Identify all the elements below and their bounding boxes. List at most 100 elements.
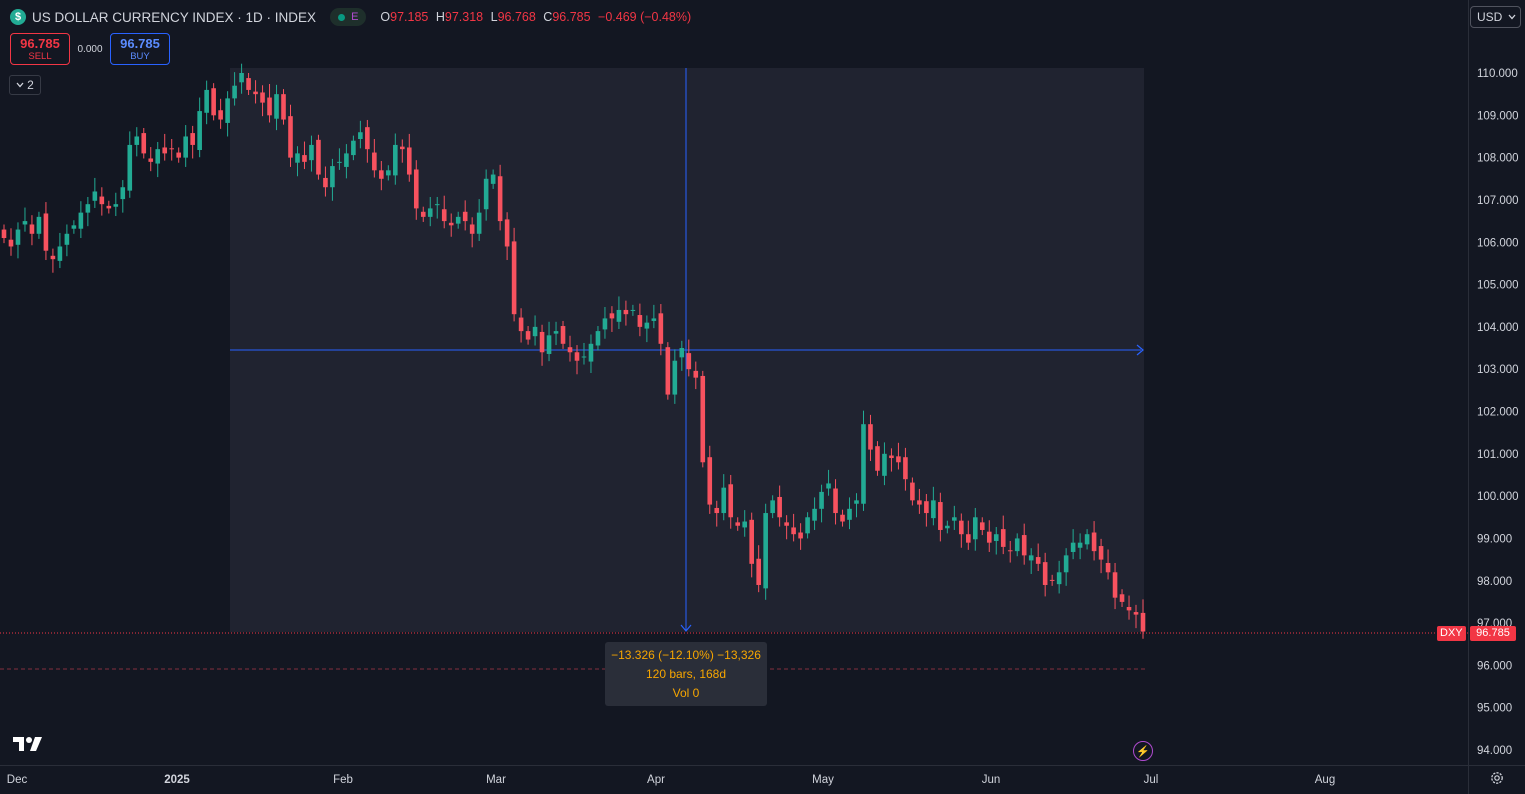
candle-body [386,170,391,176]
time-tick-label: 2025 [164,774,190,786]
candle-body [441,209,447,222]
time-tick-label: Feb [333,774,353,786]
candle-body [644,322,650,329]
price-tick-label: 108.000 [1477,153,1519,165]
price-axis[interactable]: 94.00095.00096.00097.00098.00099.000100.… [1468,0,1525,765]
symbol-title[interactable]: US DOLLAR CURRENCY INDEX · 1D · INDEX [32,9,317,25]
horizontal-measure-arrow [1136,344,1144,356]
sell-button[interactable]: 96.785 SELL [10,33,70,65]
candlestick-series [1,63,1146,639]
candle-body [246,78,251,90]
price-tick-label: 96.000 [1477,660,1512,672]
candle-body [1126,606,1132,611]
candle-body [1077,542,1083,548]
candle-body [295,153,300,163]
candle-body [770,500,775,514]
currency-selector[interactable]: USD [1470,6,1521,28]
candle-body [1098,546,1104,560]
time-axis[interactable]: Dec 2025 Feb Mar Apr May Jun Jul Aug [0,765,1468,794]
candle-body [560,326,566,344]
candle-body [959,520,964,535]
candle-body [469,224,475,234]
candle-body [1028,555,1034,561]
candle-body [476,212,482,234]
candle-body [602,318,608,330]
dollar-icon: $ [10,9,26,25]
time-tick-label: Mar [486,774,506,786]
candle-body [92,191,98,201]
candle-body [972,517,978,540]
candle-body [1140,612,1146,632]
price-tick-label: 95.000 [1477,703,1512,715]
change-value: −0.469 (−0.48%) [598,10,692,24]
candle-body [260,92,265,103]
candle-body [742,521,747,528]
price-tick-label: 103.000 [1477,364,1519,376]
candle-body [43,213,49,251]
candle-body [323,177,328,188]
tradingview-logo-icon[interactable] [12,735,46,753]
candle-body [218,110,223,120]
candle-body [798,532,803,539]
lightning-icon[interactable]: ⚡ [1133,741,1153,761]
candle-body [903,457,908,480]
chevron-down-icon [1508,14,1516,20]
candle-body [134,136,140,145]
candle-body [966,534,971,543]
candle-body [833,488,838,514]
candle-body [777,496,782,518]
candle-body [868,424,873,450]
close-key: C [543,10,553,24]
candle-body [1049,579,1055,581]
candle-body [351,140,356,156]
candle-body [1,229,7,239]
low-key: L [490,10,498,24]
candle-body [651,318,657,321]
candle-body [344,153,349,167]
time-tick-label: Jul [1144,774,1159,786]
price-chart[interactable] [0,0,1468,765]
candle-body [721,487,727,514]
gear-icon[interactable] [1490,771,1504,785]
candle-body [483,178,489,210]
candle-body [176,152,181,158]
candle-body [183,136,188,158]
candle-body [1035,557,1041,564]
price-tick-label: 94.000 [1477,745,1512,757]
candle-body [665,347,671,395]
time-tick-label: Aug [1315,774,1335,786]
candle-body [616,309,622,322]
candle-body [337,161,342,163]
buy-button[interactable]: 96.785 BUY [110,33,170,65]
candle-body [434,204,440,206]
candle-body [1084,534,1090,545]
indicators-collapse-button[interactable]: 2 [9,75,41,95]
candle-body [316,139,321,175]
candle-body [567,347,573,353]
candle-body [113,204,119,207]
candle-body [420,211,426,217]
measure-change: −13.326 (−12.10%) −13,326 [611,648,761,662]
candle-body [281,94,286,120]
market-status-pill[interactable]: E [330,8,367,26]
candle-body [532,326,538,337]
trade-panel: 96.785 SELL 0.000 96.785 BUY [10,33,170,65]
candle-body [239,73,244,83]
candle-body [1133,612,1139,615]
candle-body [553,331,559,334]
candle-body [882,453,887,476]
status-letter: E [351,11,359,23]
candle-body [36,216,42,234]
currency-label: USD [1477,10,1503,24]
candle-body [896,456,901,463]
candle-body [490,174,496,184]
candle-body [274,94,279,119]
candle-body [735,522,741,526]
candle-body [225,98,230,123]
candle-body [253,91,258,95]
candle-body [71,225,77,229]
candle-body [1105,562,1111,573]
candle-body [979,522,985,530]
candle-body [1007,550,1013,552]
candle-body [15,229,21,245]
